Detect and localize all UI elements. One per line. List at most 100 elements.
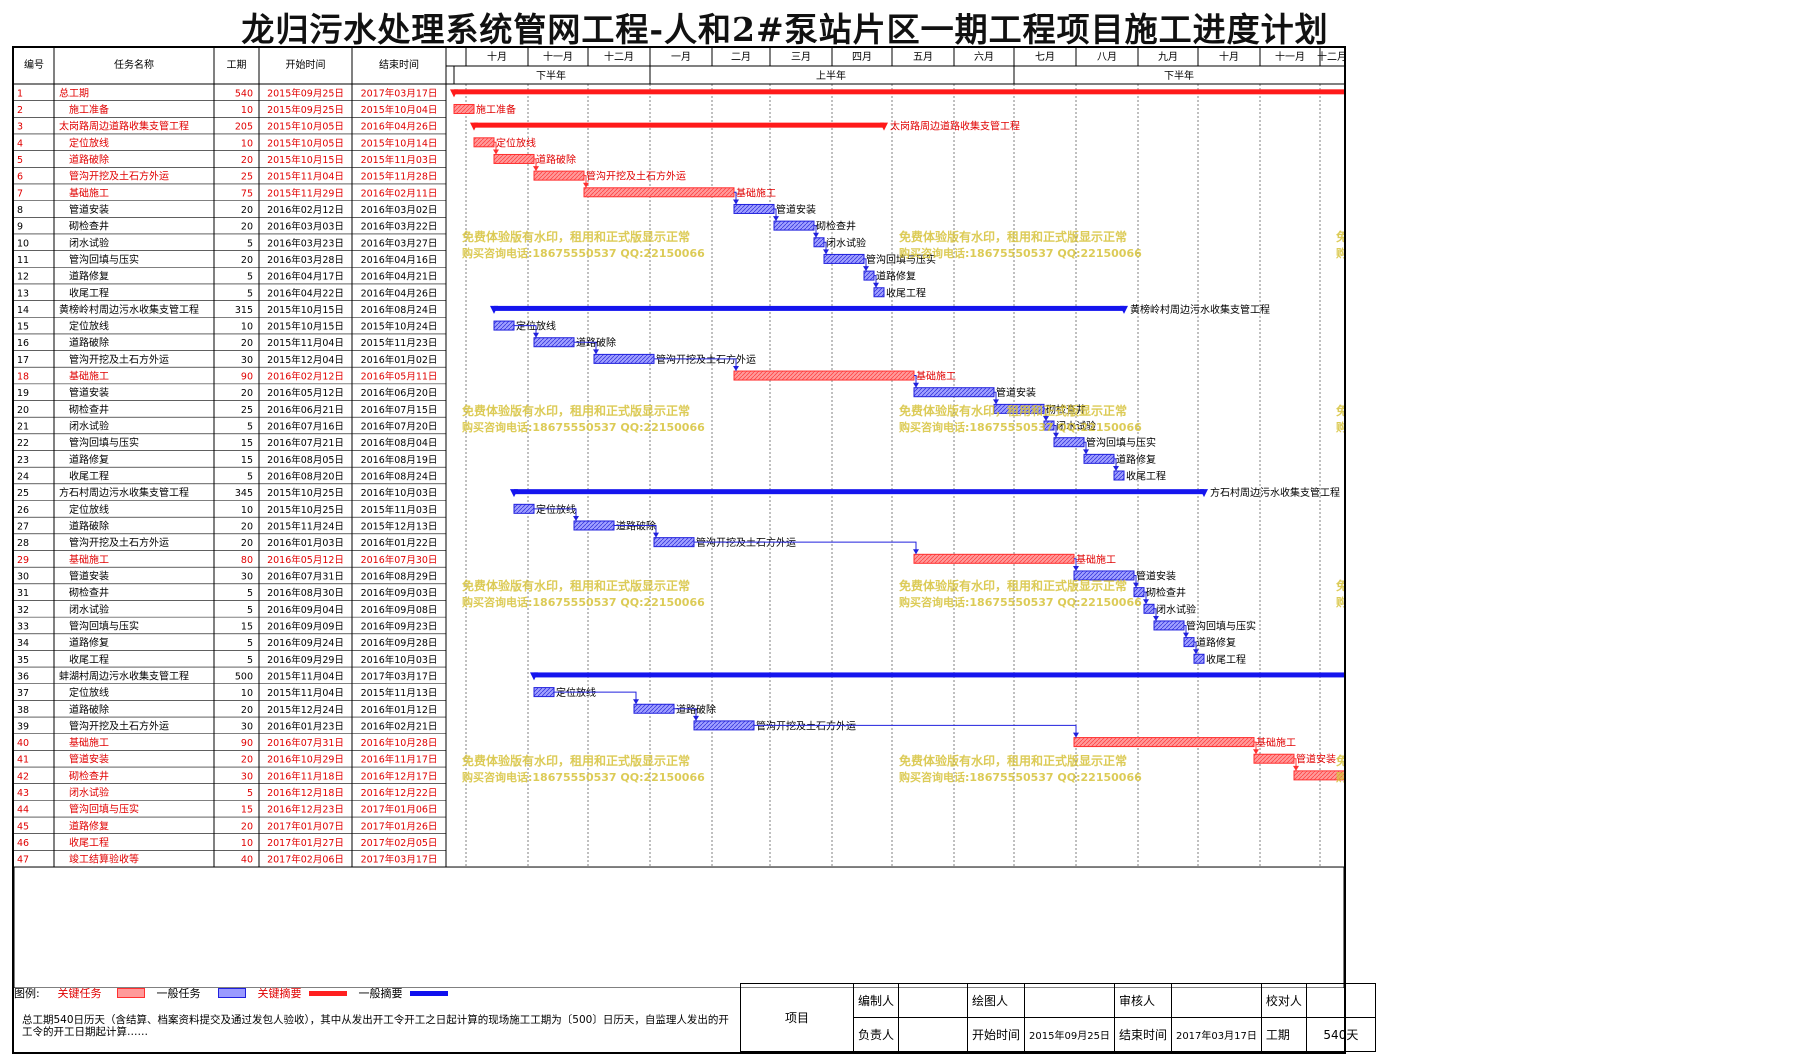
task-start: 2016年02月12日 [267, 204, 344, 216]
task-start: 2015年10月05日 [267, 137, 344, 149]
task-bar [533, 337, 575, 348]
duration-label: 工期 [1260, 1017, 1307, 1052]
task-duration: 20 [241, 521, 253, 532]
task-duration: 15 [241, 621, 253, 632]
task-bar [513, 503, 535, 514]
task-name: 管沟开挖及土石方外运 [69, 353, 169, 366]
dependency-arrowhead [1073, 565, 1079, 571]
bar-label: 管沟回填与压实 [1086, 436, 1156, 449]
column-header-1: 编号 [24, 58, 44, 71]
task-duration: 40 [241, 855, 253, 866]
dependency-arrowhead [533, 166, 539, 172]
task-bar [913, 553, 1075, 564]
bar-label: 管沟开挖及土石方外运 [586, 170, 686, 183]
half-label: 下半年 [1164, 69, 1194, 82]
task-id: 14 [17, 305, 29, 316]
task-start: 2016年09月24日 [267, 637, 344, 649]
task-name: 道路破除 [69, 336, 109, 349]
bar-label: 管沟回填与压实 [866, 253, 936, 266]
owner-value [898, 1017, 969, 1052]
task-end: 2015年11月13日 [361, 687, 438, 699]
task-end: 2015年12月13日 [361, 520, 438, 532]
bar-label: 基础施工 [916, 370, 956, 383]
month-label: 二月 [731, 51, 751, 63]
task-name: 闭水试验 [69, 420, 109, 433]
task-id: 16 [17, 338, 29, 349]
task-id: 7 [17, 188, 23, 199]
task-duration: 5 [247, 655, 253, 666]
bar-label: 太岗路周边道路收集支管工程 [890, 120, 1020, 133]
task-name: 收尾工程 [69, 286, 109, 299]
month-label: 十一月 [1275, 50, 1305, 63]
dependency-arrowhead [533, 332, 539, 338]
task-id: 20 [17, 405, 29, 416]
task-name: 基础施工 [69, 370, 109, 383]
project-label: 项目 [740, 983, 854, 1052]
dependency-arrowhead [1053, 432, 1059, 438]
task-duration: 25 [241, 405, 253, 416]
task-name: 砌检查井 [69, 586, 109, 599]
task-end: 2016年10月28日 [361, 737, 438, 749]
dependency-arrowhead [813, 232, 819, 238]
task-duration: 30 [241, 771, 253, 782]
task-name: 定位放线 [69, 686, 109, 699]
task-name: 管道安装 [69, 203, 109, 216]
legend-swatch-normal-summary [410, 990, 448, 996]
task-bar [573, 520, 615, 531]
task-id: 37 [17, 688, 29, 699]
task-id: 27 [17, 521, 29, 532]
task-bar [583, 187, 735, 198]
task-id: 19 [17, 388, 29, 399]
task-name: 道路破除 [69, 703, 109, 716]
task-end: 2015年11月03日 [361, 504, 438, 516]
duration-value: 540天 [1305, 1017, 1376, 1052]
summary-bar [454, 89, 1344, 95]
dependency-arrowhead [773, 216, 779, 222]
task-end: 2015年10月24日 [361, 321, 438, 333]
task-bar [533, 687, 555, 698]
task-name: 定位放线 [69, 503, 109, 516]
task-id: 41 [17, 755, 29, 766]
task-id: 46 [17, 838, 29, 849]
bar-label: 闭水试验 [1156, 603, 1196, 616]
task-end: 2016年10月03日 [361, 487, 438, 499]
task-bar [473, 137, 495, 148]
start-label: 开始时间 [967, 1017, 1026, 1052]
summary-bar-end-cap [1120, 305, 1128, 314]
task-name: 道路修复 [69, 819, 109, 832]
task-end: 2016年04月26日 [361, 287, 438, 299]
legend-label-normal-summary: 一般摘要 [358, 987, 403, 1000]
task-start: 2016年09月04日 [267, 604, 344, 616]
task-start: 2017年02月06日 [267, 854, 344, 866]
bar-label: 基础施工 [736, 186, 776, 199]
task-start: 2015年11月29日 [267, 187, 344, 199]
task-start: 2016年08月05日 [267, 454, 344, 466]
dependency-arrowhead [1043, 416, 1049, 422]
watermark-line-2: 购买咨询电话:18675550537 QQ:22150066 [899, 246, 1142, 260]
task-bar [813, 237, 825, 248]
task-duration: 30 [241, 721, 253, 732]
task-bar [1183, 637, 1195, 648]
month-label: 一月 [671, 51, 691, 63]
task-name: 基础施工 [69, 553, 109, 566]
task-id: 3 [17, 122, 23, 133]
task-end: 2016年01月02日 [361, 354, 438, 366]
bar-label: 管道安装 [1136, 569, 1176, 582]
watermark-line-1: 免费体验版有水印，租用和正式版显示正常 [462, 753, 690, 768]
task-end: 2016年09月23日 [361, 620, 438, 632]
task-start: 2017年01月07日 [267, 820, 344, 832]
task-duration: 5 [247, 472, 253, 483]
task-start: 2015年11月24日 [267, 520, 344, 532]
task-duration: 205 [235, 122, 253, 133]
task-duration: 25 [241, 172, 253, 183]
task-name: 道路修复 [69, 636, 109, 649]
task-end: 2016年05月11日 [361, 371, 438, 383]
task-name: 黄榜岭村周边污水收集支管工程 [59, 303, 199, 316]
dependency-arrowhead [1143, 599, 1149, 605]
task-duration: 500 [235, 671, 253, 682]
task-id: 22 [17, 438, 29, 449]
task-end: 2016年12月17日 [361, 770, 438, 782]
task-end: 2016年10月03日 [361, 654, 438, 666]
task-id: 29 [17, 555, 29, 566]
task-name: 基础施工 [69, 186, 109, 199]
